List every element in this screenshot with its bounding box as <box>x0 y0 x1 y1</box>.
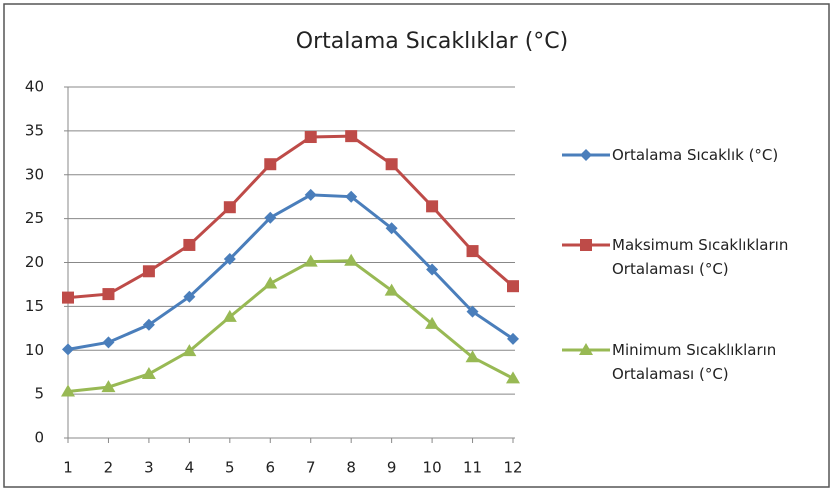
y-tick-label: 25 <box>25 209 44 227</box>
marker <box>62 291 74 304</box>
marker <box>101 380 116 393</box>
marker <box>223 201 236 214</box>
y-tick-label: 20 <box>25 253 44 271</box>
marker <box>426 200 439 213</box>
y-tick-label: 30 <box>25 165 44 183</box>
x-tick-label: 7 <box>306 459 316 477</box>
chart-border <box>3 3 830 488</box>
x-tick-label: 11 <box>463 459 482 477</box>
marker <box>580 239 592 251</box>
marker <box>141 366 156 379</box>
marker <box>223 252 236 265</box>
x-tick-label: 3 <box>144 459 154 477</box>
y-tick-label: 40 <box>25 78 44 96</box>
legend-label: Ortalama Sıcaklık (°C) <box>612 146 779 164</box>
x-tick-label: 1 <box>63 459 73 477</box>
marker <box>102 288 115 301</box>
x-tick-label: 12 <box>503 459 522 477</box>
marker <box>344 253 359 266</box>
marker <box>182 344 197 357</box>
marker <box>304 188 317 201</box>
marker <box>385 158 398 171</box>
series-line <box>67 259 514 393</box>
marker <box>183 238 196 251</box>
marker <box>426 263 439 276</box>
series-line <box>67 134 514 300</box>
marker <box>222 309 237 322</box>
legend-label: Maksimum Sıcaklıkların Ortalaması (°C) <box>612 236 789 278</box>
y-tick-label: 0 <box>34 429 44 447</box>
marker <box>303 254 318 267</box>
y-tick-label: 35 <box>25 121 44 139</box>
marker <box>466 245 479 258</box>
x-tick-label: 4 <box>185 459 195 477</box>
marker <box>263 276 278 289</box>
marker <box>384 283 399 296</box>
x-tick-label: 8 <box>346 459 356 477</box>
marker <box>304 131 317 144</box>
x-tick-label: 6 <box>265 459 275 477</box>
x-tick-label: 5 <box>225 459 235 477</box>
marker <box>385 222 398 235</box>
legend-label: Minimum Sıcaklıkların Ortalaması (°C) <box>612 341 777 383</box>
marker <box>62 343 74 356</box>
marker <box>466 305 479 318</box>
marker <box>580 149 592 161</box>
y-tick-label: 10 <box>25 341 44 359</box>
x-tick-label: 10 <box>423 459 442 477</box>
marker <box>142 265 155 278</box>
marker <box>264 158 277 171</box>
marker <box>507 280 519 293</box>
marker <box>425 316 440 329</box>
marker <box>345 130 358 143</box>
marker <box>579 343 593 355</box>
marker <box>142 318 155 331</box>
x-tick-label: 2 <box>104 459 114 477</box>
marker <box>506 371 520 384</box>
chart-title: Ortalama Sıcaklıklar (°C) <box>296 29 569 54</box>
marker <box>345 190 358 203</box>
marker <box>183 290 196 303</box>
marker <box>102 336 115 349</box>
y-tick-label: 15 <box>25 297 44 315</box>
series-line <box>67 193 514 351</box>
y-tick-label: 5 <box>34 385 44 403</box>
marker <box>507 332 519 345</box>
marker <box>264 211 277 224</box>
marker <box>61 384 75 397</box>
x-tick-label: 9 <box>387 459 397 477</box>
marker <box>465 350 480 363</box>
